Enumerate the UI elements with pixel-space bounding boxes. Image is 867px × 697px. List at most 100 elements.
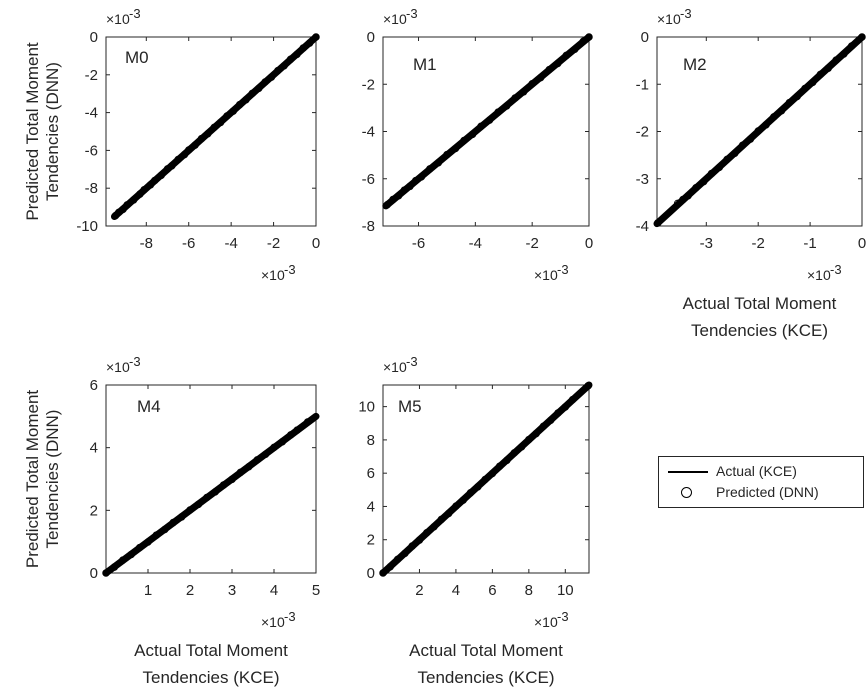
predicted-point (415, 536, 424, 544)
x-axis-label: Tendencies (KCE) (417, 668, 554, 687)
predicted-point (177, 513, 186, 521)
predicted-point (204, 130, 212, 138)
predicted-point (808, 78, 817, 87)
x-tick-label: 10 (557, 582, 574, 599)
predicted-point (832, 56, 840, 64)
panel-annotation: M1 (413, 55, 437, 74)
axes-box (382, 384, 590, 574)
x-tick-label: -2 (267, 235, 280, 252)
legend-line-symbol (668, 471, 708, 473)
y-tick-label: -2 (636, 124, 649, 141)
predicted-point (699, 177, 708, 186)
legend-entry-actual: Actual (KCE) (659, 461, 863, 483)
x-multiplier-base: ×10 (534, 614, 558, 630)
predicted-point (393, 555, 402, 564)
y-multiplier-exponent: -3 (129, 354, 141, 369)
y-tick-label: 10 (358, 399, 375, 416)
y-tick-label: -3 (636, 171, 649, 188)
y-tick-label: 0 (90, 565, 98, 582)
predicted-point (437, 515, 446, 524)
predicted-point (186, 506, 194, 514)
x-multiplier-exponent: -3 (284, 262, 296, 277)
predicted-point (485, 116, 494, 124)
predicted-point (785, 98, 794, 107)
predicted-point (389, 195, 397, 204)
predicted-point (184, 146, 193, 154)
legend: Actual (KCE) Predicted (DNN) (658, 456, 864, 508)
predicted-point (674, 199, 682, 208)
predicted-point (236, 468, 245, 477)
predicted-point (253, 456, 261, 464)
x-tick-label: 2 (186, 582, 194, 599)
predicted-point (460, 136, 468, 145)
predicted-point (510, 449, 519, 457)
predicted-point (715, 163, 724, 172)
predicted-point (286, 55, 295, 64)
predicted-point (801, 84, 809, 93)
y-multiplier: ×10 -3 (383, 354, 418, 375)
predicted-point (707, 169, 716, 178)
x-tick-label: -2 (526, 235, 539, 252)
predicted-point (770, 113, 778, 121)
y-tick-label: -2 (362, 76, 375, 93)
y-multiplier-base: ×10 (383, 11, 407, 27)
actual-series-line-core (105, 415, 317, 574)
predicted-point (383, 200, 392, 209)
predicted-point (191, 141, 199, 149)
predicted-point (194, 500, 203, 509)
predicted-point (245, 463, 253, 471)
predicted-point (169, 518, 177, 527)
axes-box (105, 36, 317, 227)
x-tick-label: -3 (700, 235, 713, 252)
predicted-point (242, 95, 250, 104)
predicted-point (777, 106, 786, 115)
y-multiplier: ×10 -3 (383, 6, 418, 27)
y-multiplier-base: ×10 (106, 359, 130, 375)
predicted-point (129, 196, 138, 204)
predicted-point (406, 182, 414, 191)
x-multiplier: ×10 -3 (261, 262, 296, 283)
x-tick-label: 0 (858, 235, 866, 252)
x-axis-label: Tendencies (KCE) (691, 321, 828, 340)
x-tick-label: 6 (488, 582, 496, 599)
predicted-point (840, 50, 848, 58)
predicted-point (210, 123, 218, 132)
y-tick-label: -6 (362, 171, 375, 188)
y-axis-label: Tendencies (DNN) (43, 410, 62, 549)
x-axis-label: Tendencies (KCE) (142, 668, 279, 687)
predicted-point (123, 201, 131, 209)
predicted-point (561, 403, 570, 411)
predicted-point (503, 456, 511, 464)
predicted-point (157, 171, 165, 180)
predicted-point (692, 183, 700, 192)
predicted-point (568, 395, 577, 404)
y-multiplier-exponent: -3 (406, 6, 418, 21)
predicted-point (816, 70, 825, 79)
x-tick-label: 8 (525, 582, 533, 599)
x-tick-label: 2 (415, 582, 423, 599)
x-multiplier-exponent: -3 (284, 609, 296, 624)
predicted-point (481, 475, 489, 484)
predicted-point (423, 528, 431, 537)
predicted-point (293, 50, 301, 59)
predicted-point (219, 481, 228, 489)
x-multiplier: ×10 -3 (534, 262, 569, 283)
x-tick-label: -2 (752, 235, 765, 252)
x-tick-label: -4 (224, 235, 237, 252)
predicted-point (299, 44, 308, 52)
predicted-point (400, 186, 409, 194)
predicted-point (858, 33, 866, 41)
predicted-point (119, 205, 127, 214)
x-multiplier-base: ×10 (261, 267, 285, 283)
predicted-point (228, 475, 236, 484)
predicted-point (168, 162, 176, 170)
predicted-point (684, 192, 692, 200)
predicted-point (444, 509, 453, 518)
x-tick-label: -4 (469, 235, 482, 252)
x-tick-label: 4 (452, 582, 460, 599)
predicted-point (254, 84, 263, 93)
predicted-point (762, 121, 770, 129)
predicted-point (211, 488, 219, 496)
predicted-point (519, 88, 528, 96)
